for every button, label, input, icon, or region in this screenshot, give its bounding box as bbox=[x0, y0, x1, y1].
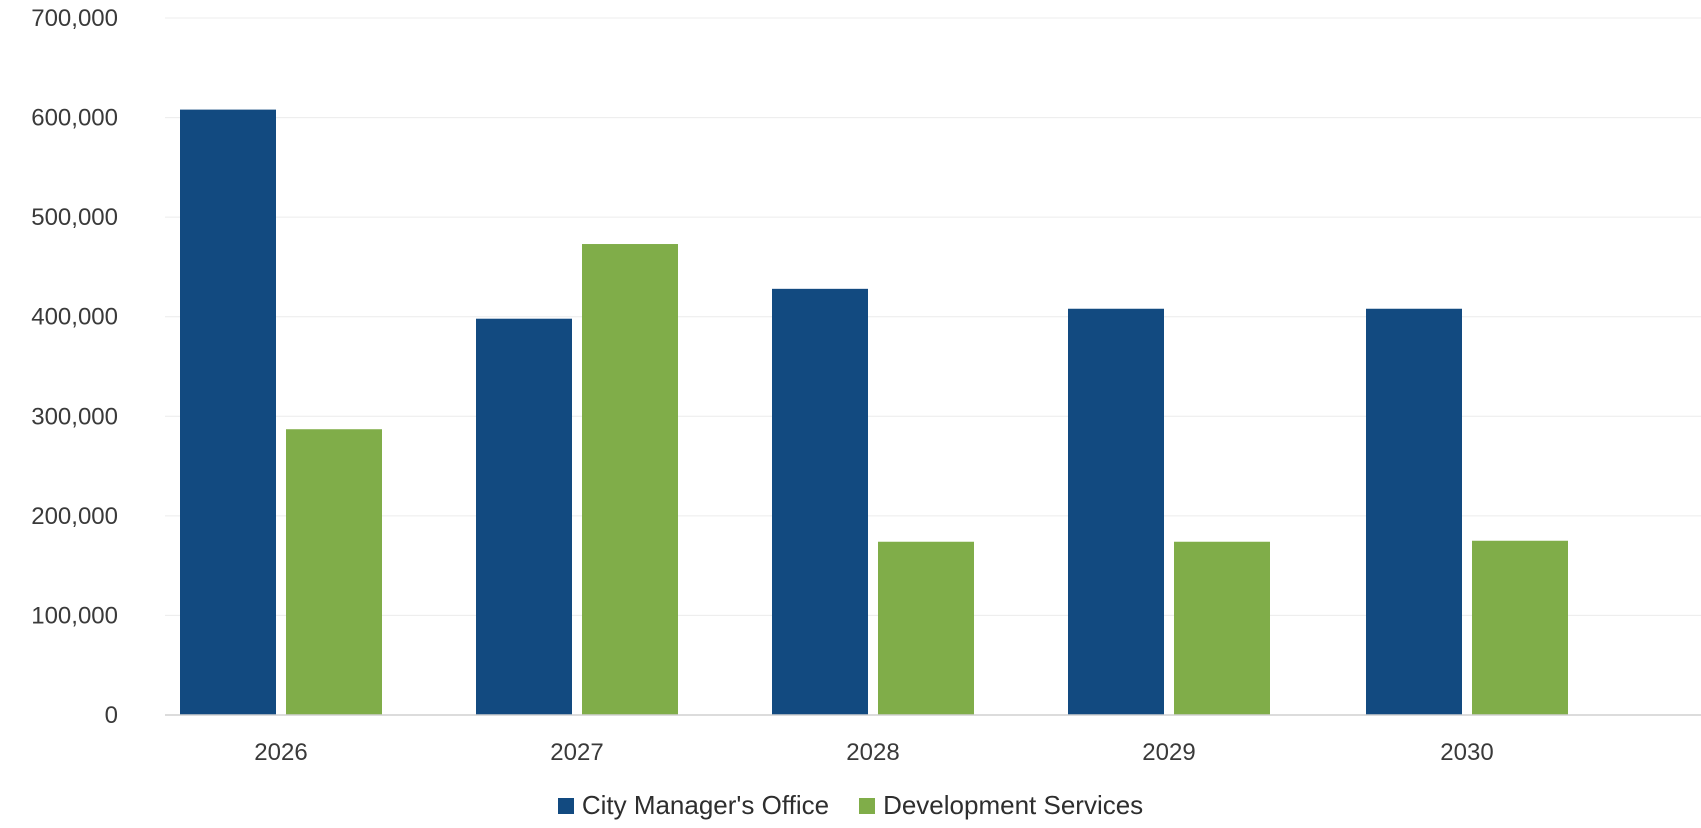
gridlines bbox=[165, 17, 1701, 616]
bar-city-manager-2027 bbox=[476, 318, 572, 715]
legend-item-city-manager: City Manager's Office bbox=[557, 790, 830, 821]
y-tick-label: 500,000 bbox=[31, 204, 118, 231]
y-tick-label: 400,000 bbox=[31, 304, 118, 331]
legend-label-development-services: Development Services bbox=[883, 790, 1144, 820]
bar-city-manager-2026 bbox=[180, 109, 276, 715]
bar-city-manager-2029 bbox=[1068, 308, 1164, 715]
legend-label-city-manager: City Manager's Office bbox=[581, 790, 830, 820]
y-tick-label: 300,000 bbox=[31, 403, 118, 430]
x-tick-label: 2029 bbox=[1142, 739, 1195, 766]
y-tick-label: 200,000 bbox=[31, 503, 118, 530]
bar-development-services-2028 bbox=[878, 541, 974, 715]
bar-city-manager-2030 bbox=[1366, 308, 1462, 715]
bar-development-services-2029 bbox=[1174, 541, 1270, 715]
y-axis-tick-labels: 0 100,000 200,000 300,000 400,000 500,000 600,… bbox=[31, 5, 118, 729]
y-tick-label: 600,000 bbox=[31, 105, 118, 132]
y-tick-label: 0 bbox=[105, 702, 118, 729]
x-tick-label: 2030 bbox=[1440, 739, 1493, 766]
y-tick-label: 700,000 bbox=[31, 5, 118, 32]
bar-development-services-2027 bbox=[582, 244, 678, 715]
bar-city-manager-2028 bbox=[772, 288, 868, 715]
legend-swatch-development-services bbox=[859, 797, 876, 814]
bar-development-services-2026 bbox=[286, 429, 382, 715]
x-tick-label: 2028 bbox=[846, 739, 899, 766]
legend-swatch-city-manager bbox=[557, 797, 574, 814]
bar-development-services-2030 bbox=[1472, 540, 1568, 715]
bars bbox=[180, 109, 1568, 715]
x-axis-tick-labels: 2026 2027 2028 2029 2030 bbox=[254, 739, 1493, 766]
x-tick-label: 2026 bbox=[254, 739, 307, 766]
y-tick-label: 100,000 bbox=[31, 602, 118, 629]
legend: City Manager's Office Development Servic… bbox=[0, 790, 1701, 821]
legend-item-development-services: Development Services bbox=[859, 790, 1143, 821]
x-tick-label: 2027 bbox=[550, 739, 603, 766]
